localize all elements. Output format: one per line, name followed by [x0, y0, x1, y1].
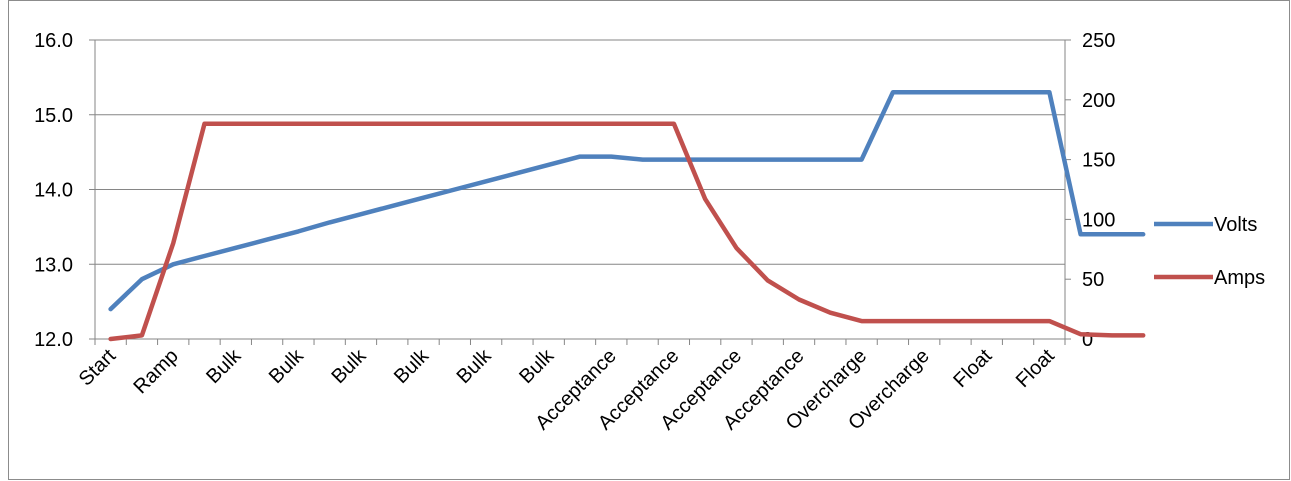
- y-left-tick-label: 13.0: [34, 254, 73, 276]
- series-lines: [108, 90, 1146, 342]
- x-tick-label: Bulk: [327, 344, 371, 388]
- y-right-tick-label: 0: [1082, 329, 1093, 351]
- x-tick-label: Float: [949, 345, 996, 392]
- x-tick-label: Start: [75, 345, 121, 391]
- y-right-tick-label: 100: [1082, 209, 1115, 231]
- x-tick-label: Bulk: [515, 344, 559, 388]
- series-line-amps: [108, 121, 1146, 342]
- chart-area: [8, 0, 1290, 480]
- legend-label-volts: Volts: [1214, 214, 1257, 236]
- series-line-volts: [108, 90, 1146, 312]
- x-tick-label: Bulk: [202, 344, 246, 388]
- x-tick-label: Float: [1012, 345, 1059, 392]
- y-right-tick-label: 250: [1082, 30, 1115, 52]
- y-right-tick-label: 200: [1082, 90, 1115, 112]
- y-left-tick-label: 15.0: [34, 105, 73, 127]
- y-right-tick-label: 50: [1082, 269, 1104, 291]
- legend-label-amps: Amps: [1214, 267, 1265, 289]
- y-left-tick-label: 14.0: [34, 180, 73, 202]
- legend: Volts Amps: [1154, 214, 1265, 289]
- x-tick-label: Bulk: [453, 344, 497, 388]
- x-tick-label: Ramp: [129, 345, 182, 398]
- y-left-tick-label: 12.0: [34, 329, 73, 351]
- gridlines: [95, 39, 1065, 340]
- x-tick-label: Bulk: [390, 344, 434, 388]
- x-tick-label: Bulk: [265, 344, 309, 388]
- y-right-tick-label: 150: [1082, 150, 1115, 172]
- y-left-tick-label: 16.0: [34, 30, 73, 52]
